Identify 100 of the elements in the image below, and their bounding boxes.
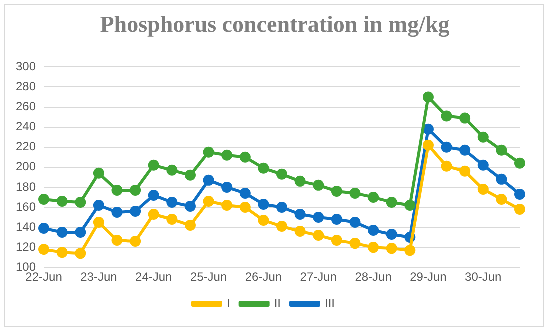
point [350, 188, 361, 199]
point [75, 196, 86, 208]
point [38, 194, 50, 205]
point [130, 184, 142, 196]
point [203, 146, 214, 158]
point [166, 214, 178, 226]
point [93, 217, 104, 228]
point [514, 188, 526, 200]
point [422, 124, 434, 135]
point [222, 200, 233, 211]
point [166, 164, 178, 176]
y-tick-label: 180 [16, 180, 36, 194]
point [75, 248, 86, 260]
y-tick-label: 140 [16, 220, 36, 234]
y-tick-label: 300 [16, 60, 36, 74]
point [422, 140, 434, 151]
point [56, 247, 68, 258]
point [258, 215, 270, 226]
point [93, 200, 104, 211]
point [331, 235, 342, 246]
legend-label: III [325, 296, 336, 310]
point [441, 110, 452, 122]
point [112, 206, 123, 218]
point [130, 236, 142, 248]
x-tick-label: 23-Jun [80, 270, 118, 284]
point [56, 227, 68, 238]
point [422, 92, 434, 103]
point [222, 182, 233, 193]
point [112, 184, 123, 196]
point [240, 188, 251, 199]
point [294, 226, 306, 238]
point [404, 245, 416, 256]
point [184, 170, 196, 181]
y-tick-label: 220 [16, 140, 36, 154]
point [276, 221, 288, 232]
point [166, 196, 178, 208]
point [203, 196, 214, 207]
point [514, 204, 526, 215]
x-tick-label: 29-Jun [410, 270, 447, 284]
point [313, 180, 324, 191]
point [331, 186, 342, 197]
point [93, 168, 104, 179]
point [258, 198, 270, 210]
point [203, 174, 214, 186]
point [496, 174, 508, 185]
point [478, 184, 489, 195]
point [75, 227, 86, 238]
y-tick-label: 120 [16, 240, 36, 254]
y-tick-label: 200 [16, 160, 36, 174]
x-tick-label: 28-Jun [355, 270, 392, 284]
point [386, 243, 398, 254]
point [276, 202, 288, 213]
point [460, 166, 471, 177]
point [148, 160, 160, 171]
point [441, 142, 452, 153]
point [148, 208, 160, 220]
point [148, 190, 160, 201]
point [313, 230, 324, 242]
point [460, 112, 471, 124]
point [478, 132, 489, 143]
point [368, 225, 380, 236]
point [313, 212, 324, 223]
point [38, 244, 50, 256]
point [240, 152, 251, 163]
point [222, 150, 233, 161]
point [184, 220, 196, 232]
x-tick-label: 30-Jun [465, 270, 502, 284]
chart-title: Phosphorus concentration in mg/kg [99, 12, 451, 38]
point [460, 144, 471, 156]
y-tick-label: 260 [16, 100, 36, 114]
point [294, 176, 306, 187]
legend-label: II [274, 296, 282, 310]
point [294, 208, 306, 220]
point [441, 160, 452, 172]
point [368, 192, 380, 203]
point [386, 196, 398, 208]
point [258, 162, 270, 174]
point [350, 217, 361, 228]
point [331, 214, 342, 226]
point [514, 158, 526, 169]
x-tick-label: 25-Jun [190, 270, 228, 284]
point [478, 160, 489, 171]
point [276, 168, 288, 180]
point [404, 200, 416, 211]
y-tick-label: 160 [16, 200, 36, 214]
x-tick-label: 24-Jun [136, 270, 172, 284]
x-tick-label: 27-Jun [300, 270, 337, 284]
point [112, 235, 123, 246]
point [130, 206, 142, 217]
y-tick-label: 240 [16, 120, 36, 134]
legend-label: I [227, 296, 230, 310]
point [386, 229, 398, 240]
point [496, 194, 508, 205]
point [38, 223, 50, 234]
point [496, 144, 508, 156]
point [240, 202, 251, 213]
x-tick-label: 26-Jun [245, 270, 282, 284]
point [56, 196, 68, 207]
y-tick-label: 280 [16, 80, 36, 94]
point [350, 238, 361, 250]
